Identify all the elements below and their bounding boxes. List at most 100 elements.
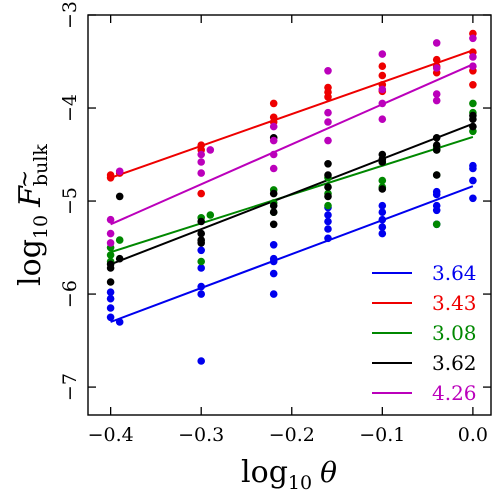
data-point-0 bbox=[324, 225, 332, 233]
fit-line-3 bbox=[110, 122, 474, 266]
data-point-3 bbox=[378, 185, 387, 193]
data-point-3 bbox=[324, 171, 332, 179]
data-point-4 bbox=[206, 146, 215, 154]
data-point-4 bbox=[324, 118, 332, 126]
data-point-0 bbox=[197, 246, 205, 255]
legend-label: 3.43 bbox=[432, 291, 477, 315]
legend-label: 3.64 bbox=[432, 261, 477, 285]
data-point-2 bbox=[106, 251, 115, 259]
data-point-0 bbox=[115, 318, 124, 326]
data-point-3 bbox=[432, 171, 441, 179]
data-point-1 bbox=[469, 81, 477, 89]
y-tick-label: −5 bbox=[59, 187, 81, 215]
data-point-3 bbox=[269, 201, 278, 210]
data-point-0 bbox=[324, 234, 332, 243]
data-point-3 bbox=[269, 208, 278, 216]
data-point-1 bbox=[106, 171, 115, 179]
data-point-3 bbox=[324, 160, 332, 168]
data-point-4 bbox=[324, 136, 332, 145]
data-point-0 bbox=[106, 304, 115, 312]
data-point-3 bbox=[378, 150, 387, 159]
data-point-4 bbox=[432, 39, 441, 47]
data-point-0 bbox=[269, 241, 278, 249]
data-point-4 bbox=[324, 108, 332, 117]
data-point-2 bbox=[469, 99, 477, 108]
data-point-0 bbox=[469, 194, 477, 203]
data-point-3 bbox=[197, 229, 205, 238]
axes-frame bbox=[87, 14, 492, 416]
y-axis-title-tilde: ~ bbox=[13, 170, 38, 188]
data-point-0 bbox=[269, 254, 278, 263]
data-point-3 bbox=[106, 264, 115, 272]
data-point-0 bbox=[432, 201, 441, 210]
data-point-1 bbox=[378, 62, 387, 70]
fit-line-4 bbox=[110, 63, 474, 226]
fit-line-1 bbox=[110, 49, 474, 179]
data-point-0 bbox=[197, 357, 205, 365]
data-point-4 bbox=[432, 96, 441, 105]
data-point-4 bbox=[269, 164, 278, 173]
data-point-1 bbox=[197, 141, 205, 149]
data-point-3 bbox=[269, 189, 278, 198]
data-point-0 bbox=[197, 264, 205, 272]
data-point-0 bbox=[432, 187, 441, 196]
data-point-3 bbox=[115, 192, 124, 201]
data-point-0 bbox=[106, 294, 115, 303]
data-point-1 bbox=[197, 189, 205, 198]
data-point-2 bbox=[432, 220, 441, 229]
data-point-0 bbox=[469, 161, 477, 170]
y-tick-label: −6 bbox=[59, 280, 81, 308]
data-point-2 bbox=[115, 236, 124, 244]
data-point-4 bbox=[269, 150, 278, 159]
data-point-0 bbox=[106, 313, 115, 322]
data-point-0 bbox=[106, 288, 115, 297]
data-point-4 bbox=[432, 64, 441, 72]
data-point-0 bbox=[469, 176, 477, 185]
data-point-0 bbox=[324, 211, 332, 219]
data-point-4 bbox=[432, 90, 441, 98]
x-tick-label: −0.1 bbox=[359, 424, 405, 446]
y-tick-label: −7 bbox=[59, 373, 81, 401]
fit-lines bbox=[110, 49, 474, 323]
data-point-3 bbox=[324, 183, 332, 191]
data-point-2 bbox=[206, 211, 215, 219]
data-point-4 bbox=[106, 239, 115, 247]
data-point-3 bbox=[115, 254, 124, 263]
data-point-3 bbox=[469, 122, 477, 131]
data-point-0 bbox=[378, 201, 387, 210]
legend-label: 4.26 bbox=[432, 381, 477, 405]
data-point-1 bbox=[432, 55, 441, 64]
data-point-0 bbox=[378, 215, 387, 224]
data-point-0 bbox=[197, 290, 205, 298]
data-point-0 bbox=[378, 229, 387, 238]
data-point-0 bbox=[378, 208, 387, 216]
x-tick-label: −0.3 bbox=[178, 424, 224, 446]
data-point-2 bbox=[378, 176, 387, 185]
data-point-4 bbox=[378, 99, 387, 108]
data-point-4 bbox=[378, 85, 387, 94]
legend-label: 3.08 bbox=[432, 321, 477, 345]
data-point-4 bbox=[269, 136, 278, 145]
data-point-4 bbox=[378, 50, 387, 58]
data-point-0 bbox=[269, 290, 278, 298]
data-point-3 bbox=[197, 217, 205, 226]
data-point-2 bbox=[197, 257, 205, 266]
data-point-0 bbox=[378, 223, 387, 231]
data-point-2 bbox=[324, 201, 332, 210]
data-point-4 bbox=[378, 115, 387, 123]
data-point-3 bbox=[197, 236, 205, 244]
data-point-3 bbox=[324, 192, 332, 201]
data-point-4 bbox=[324, 67, 332, 75]
data-point-1 bbox=[269, 113, 278, 122]
data-point-1 bbox=[269, 99, 278, 108]
data-point-1 bbox=[324, 83, 332, 92]
data-point-4 bbox=[106, 229, 115, 238]
data-point-3 bbox=[432, 134, 441, 142]
data-point-4 bbox=[269, 122, 278, 131]
data-point-4 bbox=[197, 150, 205, 159]
data-point-3 bbox=[269, 220, 278, 229]
data-point-0 bbox=[197, 282, 205, 291]
data-point-3 bbox=[469, 111, 477, 120]
x-tick-label: −0.4 bbox=[88, 424, 134, 446]
